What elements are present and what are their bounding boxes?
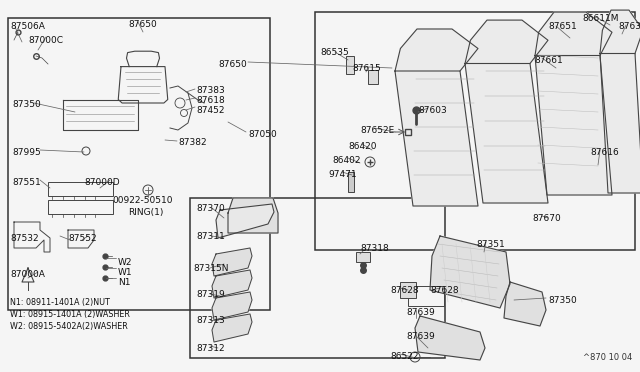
Text: 87661: 87661 <box>534 56 563 65</box>
Bar <box>408 286 444 306</box>
Text: 87000C: 87000C <box>28 36 63 45</box>
Polygon shape <box>395 29 478 71</box>
Text: 87319: 87319 <box>196 290 225 299</box>
Text: 87639: 87639 <box>406 308 435 317</box>
Text: 87630: 87630 <box>618 22 640 31</box>
Text: 86420: 86420 <box>348 142 376 151</box>
Polygon shape <box>228 198 278 233</box>
Bar <box>356 252 370 262</box>
Polygon shape <box>430 236 510 308</box>
Text: 86522: 86522 <box>390 352 419 361</box>
Text: 87603: 87603 <box>418 106 447 115</box>
Polygon shape <box>465 64 548 203</box>
Text: 97471: 97471 <box>328 170 356 179</box>
Text: 87318: 87318 <box>360 244 388 253</box>
Text: 87506A: 87506A <box>10 22 45 31</box>
Polygon shape <box>212 314 252 342</box>
Polygon shape <box>504 282 546 326</box>
Polygon shape <box>535 12 612 55</box>
Text: 86535: 86535 <box>320 48 349 57</box>
Text: 87628: 87628 <box>430 286 459 295</box>
Bar <box>8 18 270 310</box>
Polygon shape <box>600 54 640 193</box>
Polygon shape <box>600 10 640 54</box>
Text: 87312: 87312 <box>196 344 225 353</box>
Text: 87552: 87552 <box>68 234 97 243</box>
Text: 87452: 87452 <box>196 106 225 115</box>
Polygon shape <box>415 316 485 360</box>
Text: W1: W1 <box>118 268 132 277</box>
Polygon shape <box>465 20 548 64</box>
Text: 87532: 87532 <box>10 234 38 243</box>
Text: 87050: 87050 <box>248 130 276 139</box>
Bar <box>315 12 635 250</box>
Text: 87000D: 87000D <box>84 178 120 187</box>
Polygon shape <box>212 270 252 298</box>
Text: N1: N1 <box>118 278 131 287</box>
Text: ^870 10 04: ^870 10 04 <box>583 353 632 362</box>
Bar <box>190 198 445 358</box>
Text: 87551: 87551 <box>12 178 41 187</box>
Polygon shape <box>395 71 478 206</box>
Text: 00922-50510: 00922-50510 <box>112 196 173 205</box>
Bar <box>346 56 354 74</box>
Text: 86611M: 86611M <box>582 14 618 23</box>
Text: 87651: 87651 <box>548 22 577 31</box>
Polygon shape <box>212 248 252 276</box>
Text: 86402: 86402 <box>332 156 360 165</box>
Text: 87383: 87383 <box>196 86 225 95</box>
Text: 87639: 87639 <box>406 332 435 341</box>
Text: 87616: 87616 <box>590 148 619 157</box>
Text: 87618: 87618 <box>196 96 225 105</box>
Text: W1: 08915-1401A (2)WASHER: W1: 08915-1401A (2)WASHER <box>10 310 130 319</box>
Text: RING(1): RING(1) <box>128 208 163 217</box>
Bar <box>400 282 416 298</box>
Text: 87650: 87650 <box>128 20 157 29</box>
Text: 87311: 87311 <box>196 232 225 241</box>
Text: 87650: 87650 <box>218 60 247 69</box>
Text: 87615: 87615 <box>352 64 381 73</box>
Text: N1: 08911-1401A (2)NUT: N1: 08911-1401A (2)NUT <box>10 298 110 307</box>
Text: 87628: 87628 <box>390 286 419 295</box>
Text: 87995: 87995 <box>12 148 41 157</box>
Text: 87351: 87351 <box>476 240 505 249</box>
Text: 87670: 87670 <box>532 214 561 223</box>
Text: 87350: 87350 <box>548 296 577 305</box>
Text: 87000A: 87000A <box>10 270 45 279</box>
Bar <box>48 182 113 196</box>
Text: W2: W2 <box>118 258 132 267</box>
Text: W2: 08915-5402A(2)WASHER: W2: 08915-5402A(2)WASHER <box>10 322 128 331</box>
Bar <box>368 70 378 84</box>
Text: 87652E: 87652E <box>360 126 394 135</box>
Polygon shape <box>216 204 274 238</box>
Polygon shape <box>212 292 252 320</box>
Text: 87370: 87370 <box>196 204 225 213</box>
Bar <box>48 200 113 214</box>
Text: 87350: 87350 <box>12 100 41 109</box>
Text: 87382: 87382 <box>178 138 207 147</box>
Polygon shape <box>535 55 612 195</box>
Bar <box>348 172 354 192</box>
Text: 87315N: 87315N <box>193 264 228 273</box>
Text: 87313: 87313 <box>196 316 225 325</box>
